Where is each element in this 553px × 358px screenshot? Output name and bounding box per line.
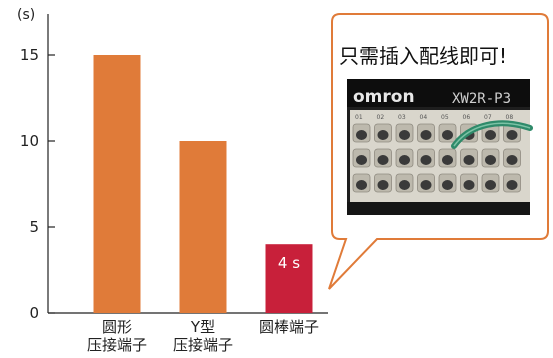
terminal-hole	[356, 180, 367, 190]
terminal-number: 01	[355, 114, 363, 121]
terminal-hole	[356, 130, 367, 140]
callout-bubble: 只需插入配线即可! omron XW2R-P3 01 02 03 04 05 06 07 08	[328, 13, 549, 290]
terminal-hole	[377, 180, 389, 190]
terminal-hole	[485, 180, 496, 190]
terminal-hole	[420, 180, 432, 190]
y-tick-label: 15	[20, 46, 39, 64]
photo-brand-text: omron	[353, 87, 415, 107]
terminal-hole	[399, 180, 410, 190]
callout-title: 只需插入配线即可!	[339, 44, 507, 68]
bar	[179, 141, 227, 313]
terminal-number: 03	[398, 114, 406, 121]
terminal-hole	[399, 130, 410, 140]
terminal-hole	[399, 155, 410, 165]
bar-data-label: 4 s	[278, 254, 300, 272]
terminal-number: 04	[420, 114, 428, 121]
terminal-number: 02	[377, 114, 385, 121]
y-tick-label: 0	[29, 304, 39, 322]
terminal-hole	[485, 130, 496, 140]
terminal-hole	[420, 130, 432, 140]
terminal-hole	[356, 155, 367, 165]
terminal-hole	[463, 180, 475, 190]
y-axis-unit-label: (s)	[17, 7, 35, 23]
terminal-hole	[463, 155, 475, 165]
x-tick-label: 圆形	[102, 318, 132, 336]
bar	[265, 244, 313, 313]
x-tick-label: 圆棒端子	[259, 318, 319, 336]
terminal-hole	[442, 130, 453, 140]
terminal-hole	[420, 155, 432, 165]
terminal-number: 08	[506, 114, 514, 121]
terminal-hole	[506, 180, 518, 190]
terminal-number: 07	[484, 114, 492, 121]
y-axis-ticks: 0 5 10 15	[20, 46, 55, 322]
terminal-block-photo: omron XW2R-P3 01 02 03 04 05 06 07 08	[347, 79, 533, 215]
terminal-hole	[377, 130, 389, 140]
x-tick-label: Y型	[190, 318, 215, 336]
y-tick-label: 5	[29, 218, 39, 236]
terminal-hole	[442, 180, 453, 190]
x-tick-label: 压接端子	[173, 336, 233, 354]
terminal-number: 06	[463, 114, 471, 121]
photo-model-text: XW2R-P3	[452, 91, 511, 107]
terminal-hole	[506, 130, 518, 140]
y-tick-label: 10	[20, 132, 39, 150]
bar	[93, 55, 141, 313]
terminal-hole	[377, 155, 389, 165]
terminal-number: 05	[441, 114, 449, 121]
bars: 4 s	[93, 55, 313, 313]
terminal-cells: 01 02 03 04 05 06 07 08	[352, 114, 521, 193]
terminal-hole	[442, 155, 453, 165]
terminal-hole	[506, 155, 518, 165]
terminal-hole	[485, 155, 496, 165]
x-tick-label: 压接端子	[87, 336, 147, 354]
